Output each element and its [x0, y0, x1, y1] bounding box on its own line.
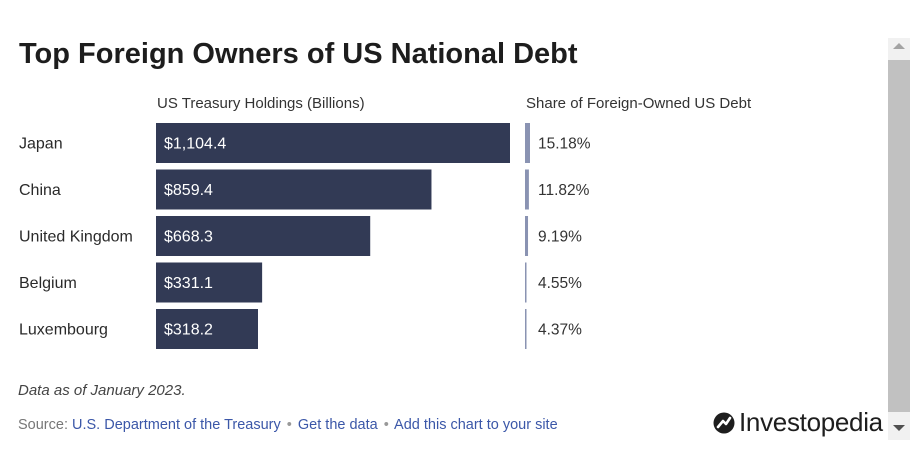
category-label: China: [19, 182, 61, 199]
holdings-data-label: $668.3: [164, 229, 213, 246]
scrollbar-thumb[interactable]: [888, 60, 910, 412]
scroll-down-arrow-icon[interactable]: [893, 425, 905, 431]
holdings-data-label: $318.2: [164, 322, 213, 339]
investopedia-logo: Investopedia: [713, 407, 883, 438]
holdings-bar: [156, 123, 510, 163]
holdings-column-header: US Treasury Holdings (Billions): [157, 95, 365, 112]
get-data-link[interactable]: Get the data: [297, 417, 378, 433]
share-column-header: Share of Foreign-Owned US Debt: [526, 95, 752, 112]
holdings-bar: [156, 309, 258, 349]
investopedia-logo-icon: [713, 412, 735, 433]
share-bar: [525, 123, 530, 163]
separator: •: [286, 417, 292, 433]
holdings-bar: [156, 169, 432, 210]
share-bar: [525, 216, 529, 256]
brand-name: Investopedia: [739, 407, 883, 437]
share-data-label: 15.18%: [538, 136, 591, 153]
holdings-bar: [156, 216, 371, 256]
holdings-data-label: $331.1: [164, 275, 213, 292]
category-label: Japan: [19, 136, 63, 153]
share-bar: [525, 169, 529, 210]
category-label: Belgium: [19, 275, 77, 292]
share-data-label: 11.82%: [538, 182, 590, 199]
source-prefix: Source:: [18, 417, 68, 433]
holdings-bar: [156, 262, 263, 303]
share-bar: [525, 262, 527, 303]
holdings-data-label: $1,104.4: [164, 136, 226, 153]
share-bar: [525, 309, 527, 349]
footnote: Data as of January 2023.: [18, 382, 186, 399]
share-data-label: 9.19%: [538, 229, 582, 246]
holdings-data-label: $859.4: [164, 182, 213, 199]
category-label: Luxembourg: [19, 322, 108, 339]
add-chart-link[interactable]: Add this chart to your site: [394, 417, 558, 433]
share-data-label: 4.37%: [538, 322, 582, 339]
share-data-label: 4.55%: [538, 275, 582, 292]
source-line: Source: U.S. Department of the Treasury …: [18, 417, 558, 433]
separator: •: [383, 417, 389, 433]
bar-chart: Japan $1,104.4 15.18% China $859.4 11.82% Unit…: [19, 123, 591, 349]
chart-title: Top Foreign Owners of US National Debt: [19, 38, 578, 70]
scroll-up-arrow-icon[interactable]: [893, 43, 905, 49]
source-link[interactable]: U.S. Department of the Treasury: [72, 417, 281, 433]
vertical-scrollbar[interactable]: [888, 38, 910, 440]
category-label: United Kingdom: [19, 229, 133, 246]
